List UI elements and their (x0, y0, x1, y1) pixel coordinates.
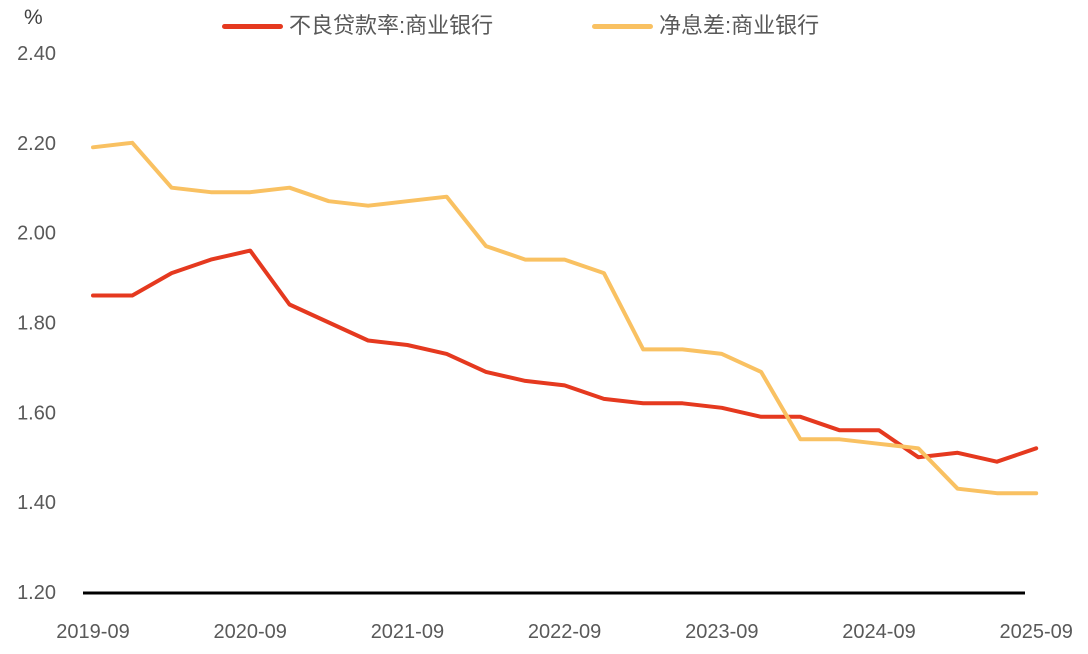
x-tick-label: 2025-09 (999, 621, 1072, 643)
x-tick-label: 2020-09 (213, 621, 286, 643)
legend-item-net-interest-margin: 净息差:商业银行 (592, 13, 819, 39)
x-tick-label: 2021-09 (371, 621, 444, 643)
red-line-swatch-icon (222, 23, 283, 29)
npl-ratio-line (91, 248, 1039, 464)
y-tick-label: 2.40 (17, 43, 56, 65)
legend-item-npl-ratio: 不良贷款率:商业银行 (222, 13, 493, 39)
x-tick-label: 2023-09 (685, 621, 758, 643)
x-tick-label: 2022-09 (528, 621, 601, 643)
y-tick-label: 1.60 (17, 402, 56, 424)
yellow-line-swatch-icon (592, 23, 653, 29)
y-tick-label: 1.80 (17, 312, 56, 334)
y-tick-label: 1.40 (17, 492, 56, 514)
x-tick-label: 2019-09 (56, 621, 129, 643)
y-tick-label: 1.20 (17, 582, 56, 604)
y-axis-unit-label: % (24, 6, 43, 29)
net-interest-margin-line (91, 140, 1039, 496)
y-tick-label: 2.00 (17, 223, 56, 245)
y-tick-label: 2.20 (17, 133, 56, 155)
x-tick-label: 2024-09 (842, 621, 915, 643)
legend-label-net-interest-margin: 净息差:商业银行 (659, 13, 820, 38)
legend-label-npl-ratio: 不良贷款率:商业银行 (289, 13, 494, 38)
